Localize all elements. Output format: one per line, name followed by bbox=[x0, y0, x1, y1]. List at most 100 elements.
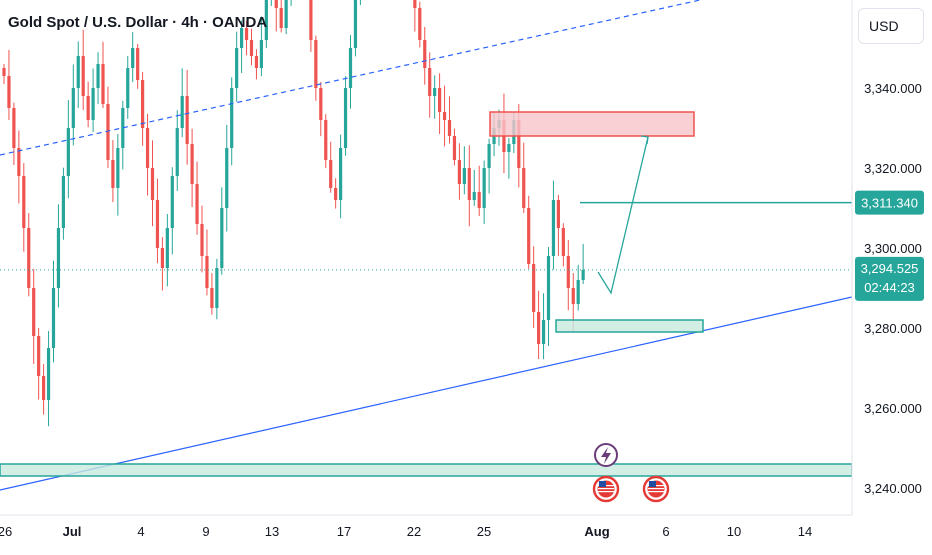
support-zone bbox=[555, 319, 704, 333]
candle-body bbox=[442, 112, 447, 120]
candle-body bbox=[165, 228, 169, 268]
resistance-zone bbox=[489, 111, 695, 137]
candle-body bbox=[418, 8, 422, 40]
candle-body bbox=[145, 128, 150, 168]
time-tick-label: 22 bbox=[407, 524, 421, 539]
candle-body bbox=[126, 68, 130, 108]
candle-body bbox=[487, 144, 491, 168]
candle-body bbox=[264, 0, 268, 40]
candle-body bbox=[91, 88, 95, 120]
candle-body bbox=[195, 184, 199, 224]
candle-body bbox=[180, 96, 184, 128]
candle-body bbox=[438, 88, 442, 112]
candle-body bbox=[61, 176, 65, 228]
candle-body bbox=[472, 192, 476, 200]
time-tick-label: Aug bbox=[584, 524, 609, 539]
candle-body bbox=[106, 104, 110, 160]
projection-arrowhead bbox=[640, 135, 649, 145]
candle-body bbox=[279, 8, 283, 28]
candle-body bbox=[284, 0, 288, 28]
us-flag-icon-2 bbox=[642, 475, 670, 503]
candle-body bbox=[537, 312, 541, 344]
candle-body bbox=[131, 48, 135, 68]
candle-body bbox=[249, 40, 254, 56]
candle-body bbox=[274, 0, 278, 8]
events-row bbox=[592, 443, 670, 503]
candle-body bbox=[101, 64, 105, 104]
candle-body bbox=[230, 88, 234, 148]
price-tick-label: 3,260.000 bbox=[864, 401, 922, 416]
candle-body bbox=[522, 168, 526, 208]
candle-body bbox=[527, 208, 531, 264]
time-tick-label: 13 bbox=[265, 524, 279, 539]
candle-body bbox=[96, 64, 100, 88]
plot-area bbox=[0, 0, 852, 491]
candle-body bbox=[566, 256, 570, 288]
candle-body bbox=[170, 176, 174, 228]
candle-body bbox=[546, 256, 551, 320]
countdown-label: 02:44:23 bbox=[864, 280, 915, 295]
price-tick-label: 3,320.000 bbox=[864, 161, 922, 176]
candle-body bbox=[210, 288, 214, 308]
candle-body bbox=[220, 208, 224, 268]
time-tick-label: 9 bbox=[202, 524, 209, 539]
candle-body bbox=[428, 68, 432, 96]
candle-body bbox=[452, 136, 457, 160]
candle-body bbox=[462, 168, 466, 184]
candle-body bbox=[413, 0, 417, 8]
candle-body bbox=[86, 96, 90, 120]
time-tick-label: Jul bbox=[63, 524, 82, 539]
lightning-icon bbox=[601, 447, 611, 464]
candle-body bbox=[37, 336, 41, 376]
price-tick-label: 3,340.000 bbox=[864, 81, 922, 96]
candle-body bbox=[76, 56, 80, 88]
candle-body bbox=[259, 40, 263, 68]
flag-canton bbox=[599, 481, 606, 487]
candle-body bbox=[111, 160, 115, 188]
flag-stripe bbox=[598, 491, 614, 493]
current-price-tag bbox=[855, 256, 924, 301]
us-flag-icon-1 bbox=[592, 475, 620, 503]
candle-body bbox=[334, 188, 338, 200]
time-axis: 26 Jul 4 9 13 17 22 25 Aug 6 10 14 bbox=[0, 514, 852, 539]
flag-stripe bbox=[598, 488, 614, 490]
candle-body bbox=[32, 288, 36, 336]
time-tick-label: 14 bbox=[798, 524, 812, 539]
candle-body bbox=[348, 48, 353, 88]
currency-button[interactable]: USD bbox=[858, 8, 924, 44]
candle-body bbox=[185, 96, 189, 144]
time-tick-label: 26 bbox=[0, 524, 12, 539]
candle-body bbox=[433, 88, 437, 96]
candle-body bbox=[240, 28, 244, 48]
candle-body bbox=[314, 40, 318, 88]
target-price-label: 3,311.340 bbox=[861, 196, 918, 211]
candle-body bbox=[155, 200, 160, 248]
candle-body bbox=[27, 228, 31, 288]
candle-body bbox=[423, 40, 427, 68]
time-tick-label: 25 bbox=[477, 524, 491, 539]
candle-body bbox=[51, 288, 56, 348]
candle-body bbox=[42, 376, 46, 400]
candle-body bbox=[561, 228, 565, 256]
price-tick-label: 3,280.000 bbox=[864, 321, 922, 336]
candle-body bbox=[482, 168, 486, 208]
candle-body bbox=[141, 80, 145, 128]
time-tick-label: 17 bbox=[337, 524, 351, 539]
candle-body bbox=[66, 128, 70, 176]
price-axis: 3,340.000 3,320.000 3,300.000 3,280.000 3,26… bbox=[851, 0, 924, 515]
candle-body bbox=[447, 120, 452, 136]
candle-body bbox=[319, 88, 323, 120]
candle-body bbox=[150, 168, 155, 200]
candle-body bbox=[160, 248, 164, 268]
symbol-title[interactable]: Gold Spot / U.S. Dollar · 4h · OANDA bbox=[8, 14, 268, 31]
target-price-tag bbox=[855, 190, 924, 215]
candle-body bbox=[12, 108, 16, 148]
candle-body bbox=[556, 200, 560, 228]
candle-body bbox=[339, 148, 343, 200]
time-tick-label: 10 bbox=[727, 524, 741, 539]
candle-body bbox=[215, 268, 219, 308]
candle-body bbox=[17, 148, 21, 176]
candle-body bbox=[2, 68, 6, 76]
price-tick-label: 3,300.000 bbox=[864, 241, 922, 256]
